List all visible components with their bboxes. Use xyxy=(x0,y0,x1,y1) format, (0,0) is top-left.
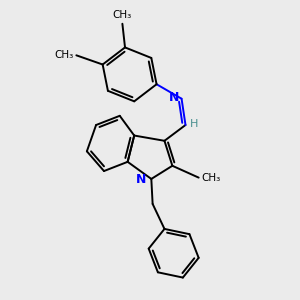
Text: CH₃: CH₃ xyxy=(113,10,132,20)
Text: N: N xyxy=(169,91,179,104)
Text: CH₃: CH₃ xyxy=(202,172,221,183)
Text: CH₃: CH₃ xyxy=(54,50,73,60)
Text: N: N xyxy=(136,173,147,186)
Text: H: H xyxy=(190,119,199,129)
